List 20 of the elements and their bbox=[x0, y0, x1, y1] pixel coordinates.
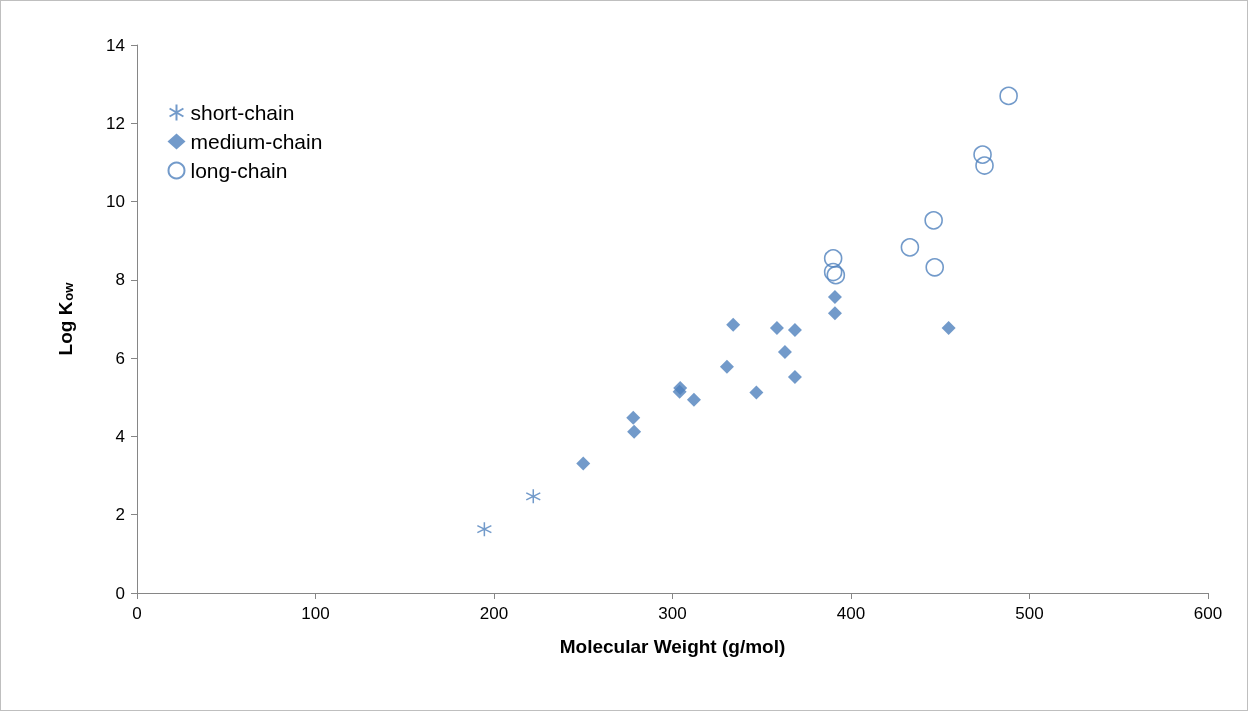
y-axis-title: Log Kow bbox=[55, 281, 76, 356]
y-tick-label: 4 bbox=[115, 426, 125, 446]
y-tick-label: 0 bbox=[115, 583, 125, 603]
y-tick-label: 10 bbox=[106, 192, 125, 212]
legend-label: short-chain bbox=[190, 101, 295, 124]
y-tick-label: 8 bbox=[115, 270, 125, 290]
x-tick-label: 500 bbox=[1015, 604, 1044, 623]
legend-label: long-chain bbox=[190, 159, 288, 182]
y-tick-label: 6 bbox=[115, 348, 125, 368]
x-tick-label: 200 bbox=[479, 604, 509, 623]
x-tick-label: 0 bbox=[132, 604, 142, 623]
x-tick-label: 400 bbox=[836, 604, 866, 623]
legend-label: medium-chain bbox=[190, 130, 323, 153]
y-tick-label: 12 bbox=[106, 113, 125, 133]
x-tick-label: 100 bbox=[301, 604, 330, 623]
x-axis-title: Molecular Weight (g/mol) bbox=[559, 636, 786, 657]
y-tick-label: 14 bbox=[106, 35, 125, 55]
y-tick-label: 2 bbox=[115, 505, 125, 525]
x-tick-label: 600 bbox=[1193, 604, 1223, 623]
x-tick-label: 300 bbox=[658, 604, 687, 623]
